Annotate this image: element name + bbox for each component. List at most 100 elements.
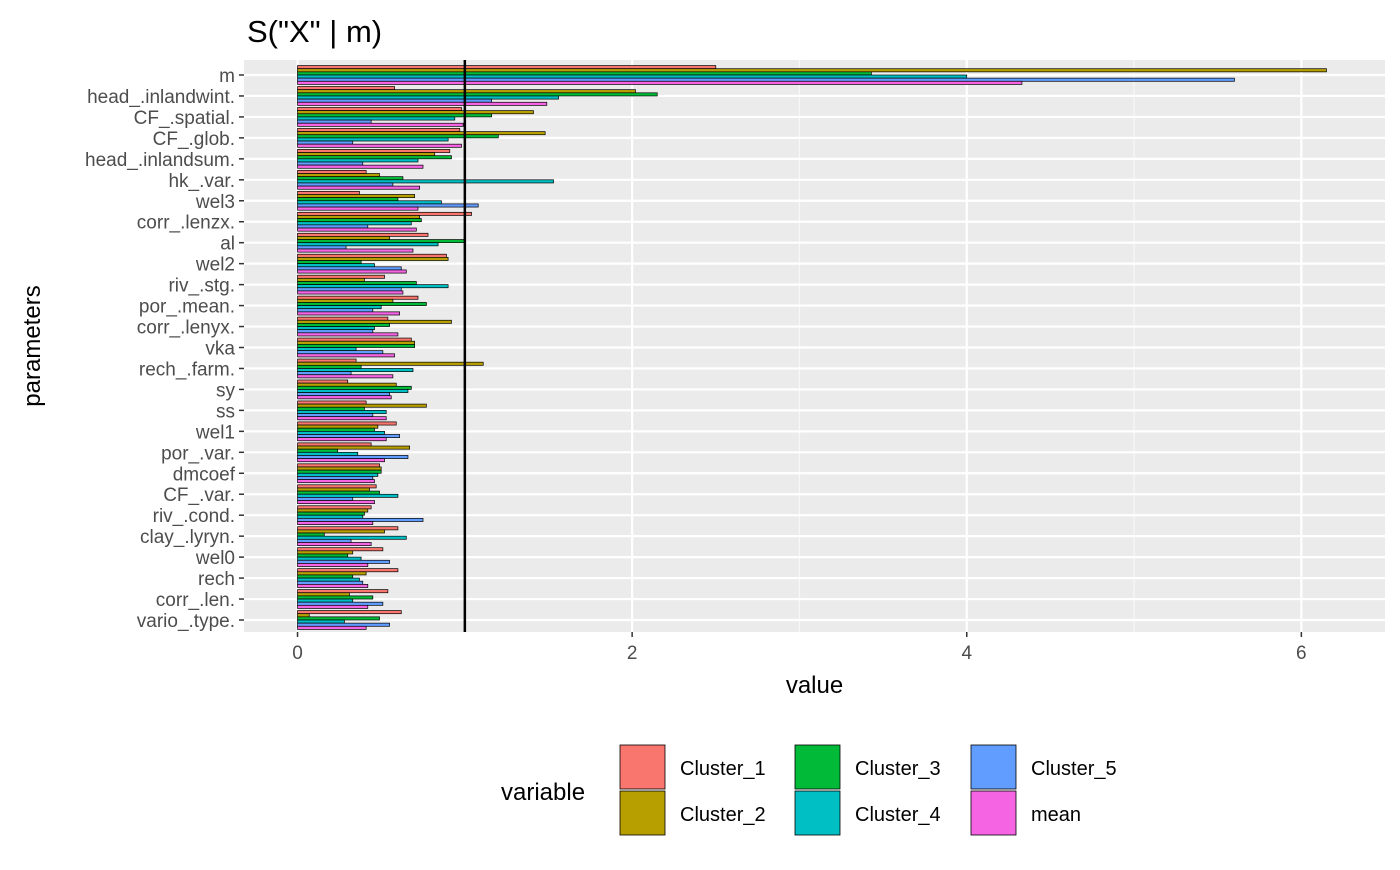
- bar: [297, 547, 384, 552]
- bar: [297, 337, 412, 342]
- legend-swatch: [619, 790, 666, 836]
- bar: [297, 284, 449, 289]
- bar: [297, 248, 414, 253]
- bar: [297, 182, 394, 187]
- bar: [297, 140, 354, 145]
- bar: [297, 445, 410, 450]
- legend-title: variable: [501, 779, 585, 806]
- bar: [297, 580, 364, 585]
- bar: [297, 122, 464, 127]
- bar: [297, 505, 372, 510]
- bar: [297, 298, 394, 303]
- bar: [297, 110, 534, 115]
- bar: [297, 616, 380, 621]
- y-tick-label: al: [220, 234, 235, 255]
- y-tick-label: wel3: [195, 192, 235, 213]
- bar: [297, 571, 367, 576]
- bar: [297, 497, 354, 501]
- chart-title: S("X" | m): [247, 14, 382, 49]
- bar: [297, 463, 380, 468]
- bar: [297, 364, 362, 369]
- bar: [297, 287, 402, 292]
- bar: [297, 319, 452, 324]
- x-tick-label: 0: [292, 643, 303, 664]
- y-tick-label: wel2: [195, 255, 235, 276]
- legend-label: Cluster_3: [855, 758, 941, 780]
- bar: [297, 529, 385, 534]
- bar: [297, 173, 380, 178]
- bar: [297, 622, 390, 627]
- bar: [297, 553, 349, 558]
- bar: [297, 427, 375, 432]
- y-tick-label: vario_.type.: [137, 611, 235, 632]
- bar: [297, 514, 364, 519]
- legend-swatch: [619, 744, 666, 790]
- bar: [297, 332, 399, 337]
- bar: [297, 221, 412, 226]
- x-axis-title: value: [786, 672, 843, 699]
- bar: [297, 389, 409, 393]
- bar: [297, 340, 415, 345]
- bar: [297, 466, 382, 471]
- bar: [297, 448, 339, 453]
- bar: [297, 385, 412, 390]
- bar: [297, 430, 385, 435]
- bar: [297, 469, 382, 474]
- bar: [297, 137, 449, 142]
- y-tick-label: m: [219, 66, 235, 87]
- bar: [297, 131, 546, 136]
- legend-swatch: [970, 744, 1017, 790]
- bar: [297, 490, 380, 495]
- bar: [297, 577, 360, 582]
- y-tick-label: clay_.lyryn.: [140, 527, 235, 548]
- x-tick-label: 4: [961, 643, 972, 664]
- bar: [297, 484, 377, 489]
- bar: [297, 613, 310, 618]
- bar-series: [297, 65, 1327, 630]
- bar: [297, 493, 399, 498]
- bar: [297, 161, 364, 166]
- bar: [297, 170, 367, 174]
- bar: [297, 211, 472, 216]
- bar: [297, 487, 370, 492]
- bar: [297, 305, 382, 310]
- bar: [297, 179, 554, 184]
- bar: [297, 479, 375, 484]
- bar: [297, 95, 559, 100]
- bar: [297, 458, 385, 463]
- bar: [297, 556, 362, 561]
- bar: [297, 149, 451, 153]
- legend-swatch: [970, 790, 1017, 836]
- bar: [297, 392, 390, 397]
- bar: [297, 185, 421, 190]
- bar: [297, 134, 499, 139]
- bar: [297, 406, 365, 411]
- bar: [297, 302, 427, 306]
- bar: [297, 437, 387, 442]
- bar: [297, 535, 407, 540]
- bar: [297, 574, 354, 579]
- bar: [297, 347, 357, 351]
- bar: [297, 542, 372, 546]
- bar: [297, 274, 385, 279]
- bar: [297, 158, 419, 163]
- bar: [297, 323, 390, 327]
- bar: [297, 80, 1023, 85]
- bar: [297, 206, 419, 211]
- bar: [297, 311, 400, 316]
- y-tick-label: corr_.len.: [156, 590, 235, 611]
- bar: [297, 358, 357, 363]
- bar: [297, 371, 352, 376]
- bar: [297, 152, 436, 157]
- bar: [297, 89, 636, 94]
- bar: [297, 218, 422, 223]
- bar: [297, 245, 347, 250]
- bar: [297, 65, 717, 70]
- y-tick-label: rech_.farm.: [139, 359, 235, 380]
- bar: [297, 511, 365, 516]
- bar: [297, 625, 367, 630]
- bar: [297, 413, 374, 418]
- bar: [297, 119, 372, 124]
- bar: [297, 379, 349, 384]
- bar: [297, 98, 492, 103]
